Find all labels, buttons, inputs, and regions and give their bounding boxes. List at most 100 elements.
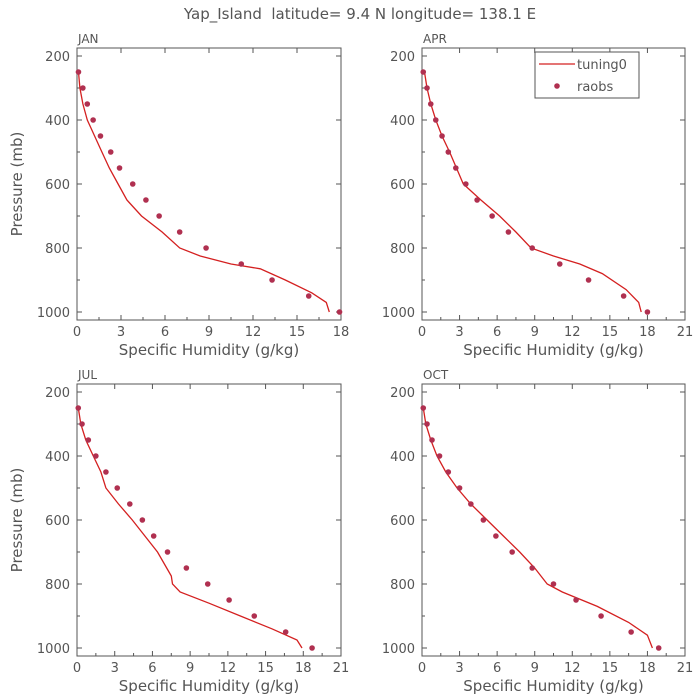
data-point-raobs — [550, 581, 557, 587]
panel-label: JAN — [77, 32, 99, 46]
data-point-raobs — [269, 277, 275, 283]
legend-label-obs: raobs — [577, 80, 614, 95]
data-point-raobs — [143, 197, 149, 203]
x-tick-label: 0 — [73, 661, 81, 676]
x-tick-label: 6 — [493, 325, 501, 340]
series-line-tuning0 — [77, 71, 330, 313]
data-point-raobs — [156, 213, 162, 219]
data-point-raobs — [489, 213, 495, 219]
panel-label: APR — [423, 32, 447, 46]
data-point-raobs — [420, 69, 427, 75]
data-point-raobs — [75, 69, 82, 75]
data-point-raobs — [456, 485, 463, 491]
panel-oct: OCT 0 3 6 9 12 15 18 21 200 400 600 800 1000 Specific … — [382, 368, 693, 695]
x-axis-label: Specific Humidity (g/kg) — [119, 341, 299, 359]
data-point-raobs — [445, 149, 452, 155]
x-tick-label: 15 — [289, 325, 306, 340]
data-point-raobs — [85, 437, 92, 443]
x-axis-label: Specific Humidity (g/kg) — [463, 677, 643, 695]
y-tick-label: 400 — [390, 450, 415, 465]
x-tick-label: 9 — [531, 325, 539, 340]
legend: tuning0 raobs — [534, 51, 640, 99]
data-point-raobs — [468, 501, 474, 507]
y-tick-label: 800 — [390, 578, 415, 593]
data-point-raobs — [150, 533, 157, 539]
panel-label: OCT — [423, 368, 449, 382]
data-point-raobs — [432, 117, 439, 123]
data-point-raobs — [176, 229, 183, 235]
data-point-raobs — [129, 181, 136, 187]
data-point-raobs — [598, 613, 604, 619]
data-point-raobs — [139, 517, 146, 523]
x-tick-label: 6 — [161, 325, 169, 340]
x-tick-label: 3 — [455, 661, 463, 676]
x-tick-label: 18 — [639, 325, 656, 340]
data-point-raobs — [436, 453, 443, 459]
series-line-tuning0 — [422, 407, 654, 649]
data-point-raobs — [655, 645, 662, 651]
data-point-raobs — [529, 565, 536, 571]
panel-jul: JUL 0 3 6 9 12 15 18 21 200 400 600 800 1000 Specific … — [8, 368, 349, 695]
data-point-raobs — [644, 309, 651, 315]
y-tick-label: 1000 — [37, 642, 70, 657]
y-tick-label: 800 — [390, 242, 415, 257]
data-point-raobs — [80, 85, 86, 91]
x-tick-label: 12 — [564, 661, 581, 676]
data-point-raobs — [620, 293, 627, 299]
y-tick-label: 600 — [390, 514, 415, 529]
data-point-raobs — [127, 501, 133, 507]
y-tick-label: 1000 — [382, 642, 415, 657]
x-tick-label: 9 — [205, 325, 213, 340]
data-point-raobs — [238, 261, 245, 267]
data-point-raobs — [493, 533, 499, 539]
legend-box — [534, 51, 640, 99]
data-point-raobs — [305, 293, 312, 299]
data-point-raobs — [183, 565, 190, 571]
y-tick-label: 200 — [45, 386, 70, 401]
y-tick-label: 200 — [45, 50, 70, 65]
data-point-raobs — [79, 421, 85, 427]
data-point-raobs — [309, 645, 315, 651]
data-point-raobs — [573, 597, 579, 603]
x-tick-label: 12 — [245, 325, 262, 340]
y-axis-label: Pressure (mb) — [8, 468, 26, 573]
x-tick-label: 0 — [418, 325, 426, 340]
legend-point-swatch — [554, 83, 560, 89]
data-point-raobs — [429, 437, 435, 443]
y-tick-label: 200 — [390, 50, 415, 65]
data-point-raobs — [116, 165, 123, 171]
y-tick-label: 800 — [45, 578, 70, 593]
x-tick-label: 15 — [602, 325, 619, 340]
data-point-raobs — [439, 133, 445, 139]
y-tick-label: 600 — [45, 178, 70, 193]
data-point-raobs — [114, 485, 121, 491]
y-axis-label: Pressure (mb) — [8, 132, 26, 237]
x-tick-label: 12 — [220, 661, 237, 676]
data-point-raobs — [585, 277, 592, 283]
x-tick-label: 3 — [117, 325, 125, 340]
data-point-raobs — [93, 453, 99, 459]
data-point-raobs — [103, 469, 109, 475]
data-point-raobs — [420, 405, 427, 411]
x-tick-label: 21 — [677, 661, 694, 676]
x-tick-label: 6 — [148, 661, 156, 676]
data-point-raobs — [453, 165, 459, 171]
x-tick-label: 18 — [639, 661, 656, 676]
y-tick-label: 1000 — [382, 306, 415, 321]
x-tick-label: 18 — [295, 661, 312, 676]
data-point-raobs — [628, 629, 634, 635]
x-tick-label: 3 — [455, 325, 463, 340]
data-point-raobs — [251, 613, 258, 619]
panel-label: JUL — [77, 368, 97, 382]
y-tick-label: 600 — [45, 514, 70, 529]
data-point-raobs — [474, 197, 480, 203]
data-point-raobs — [424, 85, 430, 91]
y-tick-label: 600 — [390, 178, 415, 193]
x-tick-label: 9 — [531, 661, 539, 676]
x-tick-label: 9 — [186, 661, 194, 676]
x-tick-label: 21 — [677, 325, 694, 340]
data-point-raobs — [556, 261, 563, 267]
data-point-raobs — [90, 117, 96, 123]
data-point-raobs — [424, 421, 430, 427]
data-point-raobs — [282, 629, 289, 635]
